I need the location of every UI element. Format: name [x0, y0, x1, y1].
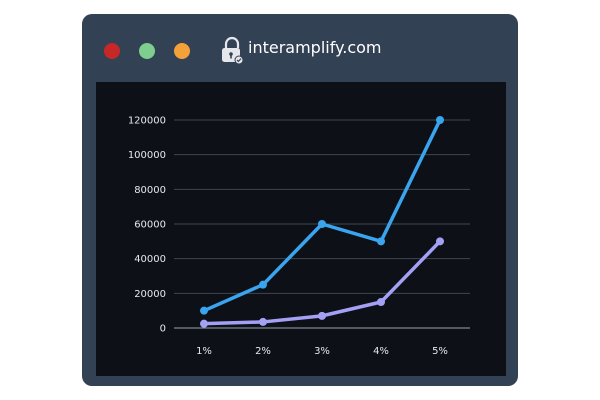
y-tick-label: 100000: [128, 150, 166, 161]
x-tick-label: 3%: [314, 346, 330, 357]
data-point-series-1[interactable]: [259, 280, 267, 289]
data-point-series-2[interactable]: [318, 311, 326, 320]
data-point-series-1[interactable]: [200, 306, 208, 315]
browser-window: interamplify.com 0 20000 40000 60000 80000 10…: [82, 14, 518, 386]
minimize-button[interactable]: [139, 43, 155, 59]
chart-panel: 0 20000 40000 60000 80000 100000 120000 1% 2% 3% 4…: [96, 82, 506, 376]
y-tick-label: 120000: [128, 116, 166, 127]
data-point-series-2[interactable]: [377, 298, 385, 306]
window-titlebar: interamplify.com: [82, 14, 518, 82]
x-tick-label: 1%: [196, 346, 212, 357]
x-tick-label: 4%: [373, 346, 389, 357]
data-point-series-2[interactable]: [436, 237, 444, 246]
series-line-1: [202, 118, 442, 313]
line-chart: 0 20000 40000 60000 80000 100000 120000 1% 2% 3% 4…: [128, 116, 470, 357]
series-line-2: [202, 239, 442, 326]
url-text[interactable]: interamplify.com: [248, 38, 382, 57]
x-tick-label: 5%: [432, 346, 448, 357]
maximize-button[interactable]: [174, 43, 190, 59]
y-tick-label: 20000: [134, 289, 166, 300]
data-point-series-2[interactable]: [200, 319, 208, 328]
y-tick-label: 40000: [134, 254, 166, 265]
data-point-series-1[interactable]: [436, 116, 444, 124]
y-tick-label: 0: [160, 324, 166, 335]
close-button[interactable]: [104, 43, 120, 59]
lock-icon: [220, 36, 244, 65]
data-point-series-1[interactable]: [318, 220, 326, 228]
y-tick-label: 80000: [134, 185, 166, 196]
x-tick-label: 2%: [255, 346, 271, 357]
y-tick-label: 60000: [134, 220, 166, 231]
data-point-series-2[interactable]: [259, 317, 267, 326]
data-point-series-1[interactable]: [377, 237, 385, 246]
